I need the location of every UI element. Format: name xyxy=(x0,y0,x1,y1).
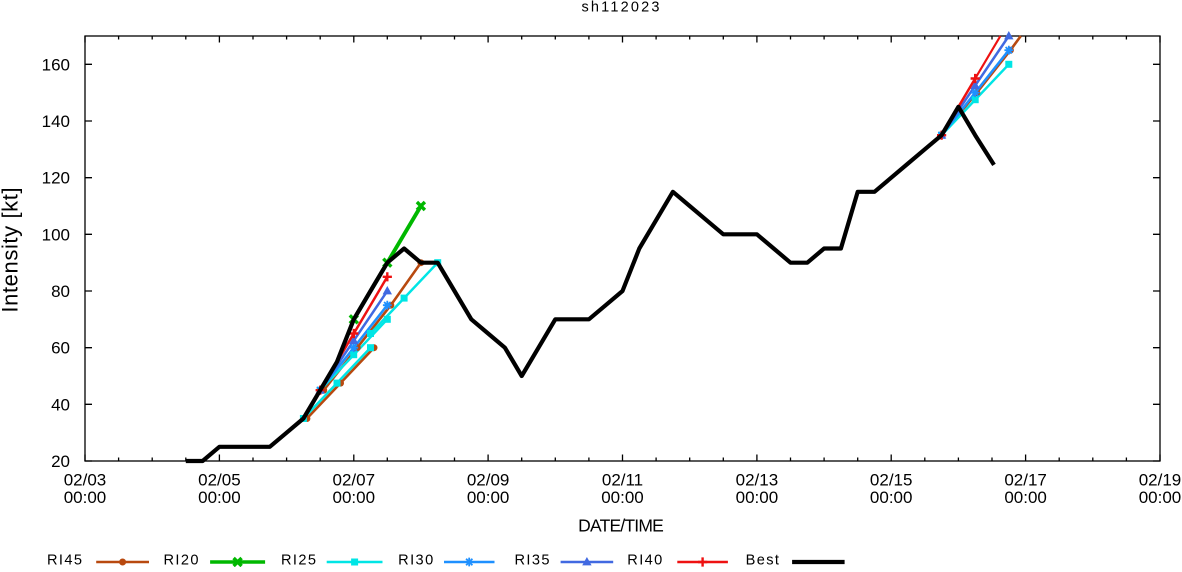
svg-text:02/11: 02/11 xyxy=(602,470,643,489)
svg-text:02/19: 02/19 xyxy=(1139,470,1182,489)
svg-text:RI30: RI30 xyxy=(398,553,434,567)
svg-text:02/07: 02/07 xyxy=(333,470,376,489)
svg-text:140: 140 xyxy=(42,112,70,131)
svg-text:02/09: 02/09 xyxy=(467,470,510,489)
svg-text:00:00: 00:00 xyxy=(64,488,107,507)
svg-text:40: 40 xyxy=(51,395,70,414)
svg-text:60: 60 xyxy=(51,339,70,358)
svg-text:RI45: RI45 xyxy=(47,553,83,567)
svg-text:Intensity [kt]: Intensity [kt] xyxy=(0,187,23,313)
svg-text:02/05: 02/05 xyxy=(198,470,241,489)
svg-text:DATE/TIME: DATE/TIME xyxy=(578,516,663,536)
svg-text:02/15: 02/15 xyxy=(870,470,913,489)
svg-text:00:00: 00:00 xyxy=(333,488,376,507)
svg-text:00:00: 00:00 xyxy=(198,488,241,507)
svg-text:Best: Best xyxy=(746,553,781,567)
svg-text:00:00: 00:00 xyxy=(1004,488,1047,507)
svg-text:160: 160 xyxy=(42,55,70,74)
svg-text:RI20: RI20 xyxy=(163,553,199,567)
svg-text:02/03: 02/03 xyxy=(64,470,107,489)
svg-text:RI35: RI35 xyxy=(514,553,550,567)
svg-text:00:00: 00:00 xyxy=(601,488,644,507)
svg-text:RI40: RI40 xyxy=(627,553,663,567)
svg-text:sh112023: sh112023 xyxy=(581,0,661,16)
svg-text:00:00: 00:00 xyxy=(870,488,913,507)
svg-text:RI25: RI25 xyxy=(281,553,317,567)
svg-text:02/17: 02/17 xyxy=(1004,470,1047,489)
svg-text:80: 80 xyxy=(51,282,70,301)
svg-text:20: 20 xyxy=(51,452,70,471)
svg-text:120: 120 xyxy=(42,169,70,188)
svg-text:00:00: 00:00 xyxy=(467,488,510,507)
svg-text:100: 100 xyxy=(42,225,70,244)
svg-text:02/13: 02/13 xyxy=(736,470,779,489)
svg-text:00:00: 00:00 xyxy=(1139,488,1182,507)
svg-text:00:00: 00:00 xyxy=(736,488,779,507)
